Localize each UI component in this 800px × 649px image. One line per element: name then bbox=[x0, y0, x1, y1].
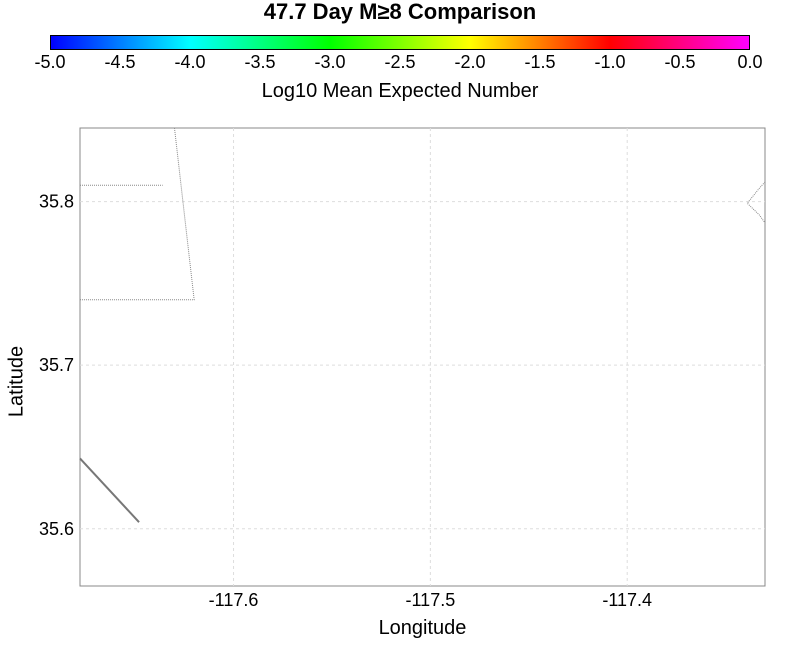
colorbar-tick-label: -2.5 bbox=[384, 52, 416, 72]
colorbar-tick-label: -3.5 bbox=[244, 52, 276, 72]
colorbar bbox=[50, 35, 750, 50]
x-axis-label: Longitude bbox=[378, 617, 467, 639]
grid-lines bbox=[80, 128, 765, 586]
colorbar-tick-label: -0.5 bbox=[664, 52, 696, 72]
colorbar-tick-label: 0.0 bbox=[737, 52, 763, 72]
boundary-line bbox=[746, 181, 766, 224]
colorbar-tick-label: -3.0 bbox=[314, 52, 346, 72]
colorbar-tick-label: -4.5 bbox=[104, 52, 136, 72]
plot-frame bbox=[79, 127, 766, 587]
colorbar-tick-label: -1.5 bbox=[524, 52, 556, 72]
y-axis-label: Latitude bbox=[5, 345, 28, 418]
boundary-lines bbox=[79, 127, 766, 523]
boundary-line bbox=[80, 127, 195, 301]
y-tick-label: 35.8 bbox=[39, 192, 74, 212]
fault-line bbox=[79, 457, 140, 523]
x-tick-label: -117.5 bbox=[406, 590, 456, 610]
colorbar-label: Log10 Mean Expected Number bbox=[261, 80, 539, 102]
x-tick-label: -117.6 bbox=[209, 590, 259, 610]
chart-title: 47.7 Day M≥8 Comparison bbox=[263, 0, 537, 24]
colorbar-tick-label: -5.0 bbox=[34, 52, 66, 72]
x-tick-label: -117.4 bbox=[602, 590, 652, 610]
colorbar-tick-label: -1.0 bbox=[594, 52, 626, 72]
axis-ticks: -117.6 -117.5 -117.4 35.8 35.7 35.6 bbox=[39, 192, 652, 610]
y-tick-label: 35.7 bbox=[39, 355, 74, 375]
y-tick-label: 35.6 bbox=[39, 519, 74, 539]
colorbar-tick-label: -4.0 bbox=[174, 52, 206, 72]
colorbar-tick-label: -2.0 bbox=[454, 52, 486, 72]
